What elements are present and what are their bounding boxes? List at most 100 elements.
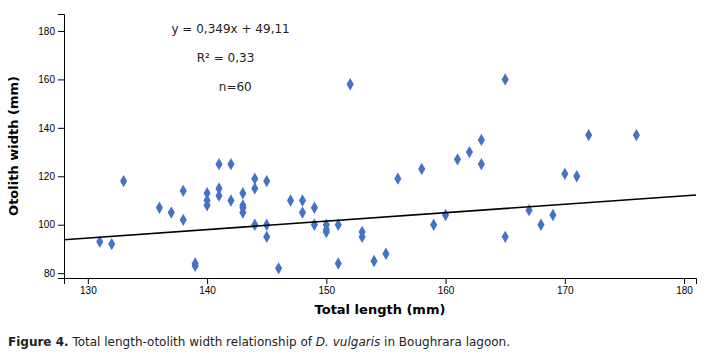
point	[633, 129, 640, 141]
caption-part: in Boughrara lagoon.	[380, 335, 510, 349]
annotation: y = 0,349x + 49,11	[171, 22, 289, 36]
x-axis-tick-mark	[88, 278, 89, 284]
point	[180, 185, 187, 197]
point	[573, 170, 580, 182]
x-axis-tick-label: 140	[199, 285, 216, 296]
caption-part: Total length-otolith width relationship …	[69, 335, 316, 349]
points	[96, 73, 640, 274]
chart: 130 140 150 160 170 180 80 100 120 140 160 180 y = 0…	[0, 0, 718, 358]
x-axis-title: Total length (mm)	[315, 302, 446, 317]
y-axis-tick-mark	[58, 128, 64, 129]
y-axis-domain	[58, 15, 65, 279]
point	[311, 219, 318, 231]
x-axis-tick: 180	[676, 278, 693, 296]
y-axis-tick: 100	[38, 219, 64, 230]
point	[549, 209, 556, 221]
y-axis-tick-mark	[58, 225, 64, 226]
x-axis-tick-mark	[446, 278, 447, 284]
y-axis-tick-label: 100	[38, 219, 55, 230]
point	[204, 199, 211, 211]
x-axis-tick-mark	[684, 278, 685, 284]
point	[311, 202, 318, 214]
point	[215, 158, 222, 170]
point	[227, 158, 234, 170]
x-axis-tick-label: 160	[438, 285, 455, 296]
x-axis-tick-label: 150	[318, 285, 335, 296]
y-axis-tick-mark	[58, 273, 64, 274]
y-axis-tick-mark	[58, 176, 64, 177]
point	[263, 231, 270, 243]
point	[251, 219, 258, 231]
point	[287, 194, 294, 206]
x-axis-tick: 150	[318, 278, 335, 296]
point	[299, 194, 306, 206]
y-axis-tick: 120	[38, 171, 64, 182]
point	[120, 175, 127, 187]
x-axis-tick: 140	[199, 278, 216, 296]
x-axis-tick-mark	[565, 278, 566, 284]
x-axis-tick-label: 180	[676, 285, 693, 296]
point	[275, 262, 282, 274]
point	[180, 214, 187, 226]
y-axis-tick: 80	[44, 268, 64, 279]
y-axis-tick-mark	[58, 31, 64, 32]
x-axis-tick-mark	[207, 278, 208, 284]
point	[263, 175, 270, 187]
x-axis-tick-label: 170	[557, 285, 574, 296]
point	[585, 129, 592, 141]
x-axis-tick: 160	[438, 278, 455, 296]
y-axis-title: Otolith width (mm)	[6, 76, 21, 216]
plot: 130 140 150 160 170 180 80 100 120 140 160 180 y = 0…	[38, 15, 696, 297]
point	[108, 238, 115, 250]
point	[370, 255, 377, 267]
point	[561, 168, 568, 180]
point	[382, 248, 389, 260]
x-axis-tick: 130	[80, 278, 97, 296]
point	[251, 182, 258, 194]
y-axis-tick: 140	[38, 123, 64, 134]
point	[430, 219, 437, 231]
y-axis-tick-label: 120	[38, 171, 55, 182]
point	[239, 206, 246, 218]
caption: Figure 4. Total length-otolith width rel…	[8, 335, 510, 349]
point	[168, 206, 175, 218]
y-axis: 80 100 120 140 160 180	[38, 15, 64, 279]
annotation: n=60	[219, 80, 252, 94]
point	[418, 163, 425, 175]
marks	[64, 73, 696, 274]
x-axis: 130 140 150 160 170 180	[65, 278, 697, 296]
point	[454, 153, 461, 165]
y-axis-tick-label: 160	[38, 74, 55, 85]
point	[466, 146, 473, 158]
point	[502, 231, 509, 243]
point	[537, 219, 544, 231]
regression-line	[64, 195, 696, 240]
point	[239, 187, 246, 199]
point	[359, 231, 366, 243]
point	[478, 134, 485, 146]
caption-part: D. vulgaris	[316, 335, 380, 349]
point	[156, 202, 163, 214]
x-axis-tick: 170	[557, 278, 574, 296]
point	[299, 206, 306, 218]
point	[227, 194, 234, 206]
y-axis-tick-mark	[58, 79, 64, 80]
point	[442, 209, 449, 221]
y-axis-tick-label: 140	[38, 123, 55, 134]
y-axis-tick-label: 80	[44, 268, 56, 279]
y-axis-tick: 160	[38, 74, 64, 85]
y-axis-tick: 180	[38, 26, 64, 37]
x-axis-tick-label: 130	[80, 285, 97, 296]
point	[394, 173, 401, 185]
point	[478, 158, 485, 170]
point	[502, 73, 509, 85]
caption-part: Figure 4.	[8, 335, 69, 349]
y-axis-tick-label: 180	[38, 26, 55, 37]
point	[215, 189, 222, 201]
x-axis-domain	[65, 279, 697, 285]
point	[192, 257, 199, 269]
point	[347, 78, 354, 90]
annotation: R² = 0,33	[197, 51, 255, 65]
x-axis-tick-mark	[326, 278, 327, 284]
point	[335, 257, 342, 269]
